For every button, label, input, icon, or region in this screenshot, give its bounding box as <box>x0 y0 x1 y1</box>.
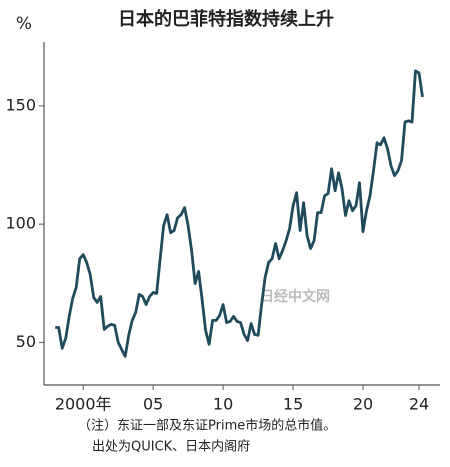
x-tick-label: 24 <box>409 395 429 414</box>
chart-title: 日本的巴菲特指数持续上升 <box>118 8 334 30</box>
watermark: 日经中文网 <box>260 288 330 305</box>
note: 出处为QUICK、日本内阁府 <box>92 439 250 455</box>
x-tick-label: 10 <box>213 395 233 414</box>
y-tick-label: 100 <box>5 214 36 233</box>
note: （注）东证一部及东证Prime市场的总市值。 <box>78 418 336 434</box>
y-tick-label: 50 <box>16 332 36 351</box>
y-tick-label: 150 <box>5 95 36 114</box>
line-series <box>55 69 424 358</box>
x-tick-label: 05 <box>143 395 163 414</box>
x-tick-label: 2000年 <box>55 395 112 414</box>
x-tick-label: 20 <box>353 395 373 414</box>
x-tick-label: 15 <box>283 395 303 414</box>
y-axis-label: % <box>16 14 32 34</box>
